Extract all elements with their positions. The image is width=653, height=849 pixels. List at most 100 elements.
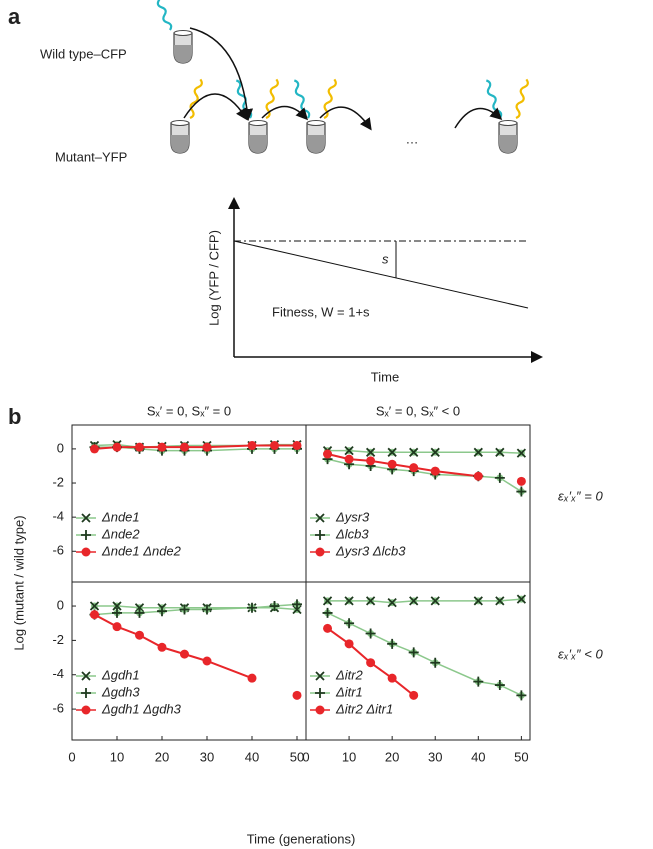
yfp-signal bbox=[512, 77, 530, 120]
yfp-signal bbox=[262, 77, 280, 120]
point bbox=[112, 601, 122, 611]
legend-label: Δnde2 bbox=[101, 526, 140, 541]
yfp-signal bbox=[320, 77, 338, 120]
y-tick-label: 0 bbox=[57, 597, 64, 612]
x-tick-label: 50 bbox=[290, 749, 304, 764]
series-line bbox=[94, 603, 298, 616]
x-tick-label: 0 bbox=[68, 749, 75, 764]
legend-label: Δnde1 bbox=[101, 509, 140, 524]
x-tick-label: 0 bbox=[302, 749, 309, 764]
tube bbox=[498, 119, 518, 154]
point bbox=[269, 601, 280, 612]
fitness-label: Fitness, W = 1+s bbox=[272, 304, 370, 319]
legend-label: Δitr2 bbox=[335, 667, 364, 682]
point bbox=[387, 459, 397, 469]
point bbox=[90, 444, 99, 454]
point bbox=[365, 596, 376, 606]
point bbox=[292, 599, 302, 610]
x-tick-label: 30 bbox=[200, 749, 214, 764]
point bbox=[430, 466, 440, 476]
panel-a: a Wild type–CFP Mutant–YFP … s Fitness, … bbox=[8, 0, 543, 384]
series-line bbox=[327, 612, 522, 697]
point bbox=[344, 618, 355, 629]
panel-label: b bbox=[8, 404, 21, 429]
point bbox=[494, 472, 505, 483]
row-annotation: εₓ′ₓ″ < 0 bbox=[558, 646, 603, 661]
x-tick-label: 40 bbox=[471, 749, 485, 764]
point bbox=[157, 442, 167, 452]
point bbox=[366, 456, 376, 466]
point bbox=[157, 642, 167, 652]
y-axis-title: Log (YFP / CFP) bbox=[206, 230, 221, 326]
point bbox=[292, 690, 302, 700]
arrow bbox=[319, 106, 372, 131]
point bbox=[344, 596, 354, 606]
point bbox=[344, 639, 354, 649]
mutant-label: Mutant–YFP bbox=[55, 149, 127, 164]
point bbox=[430, 596, 440, 606]
point bbox=[292, 604, 302, 615]
y-tick-label: -2 bbox=[52, 632, 64, 647]
point bbox=[430, 447, 440, 457]
point bbox=[157, 606, 167, 617]
point bbox=[516, 486, 527, 497]
point bbox=[292, 440, 302, 450]
point bbox=[408, 647, 419, 658]
point bbox=[323, 449, 333, 459]
y-tick-label: -4 bbox=[52, 666, 64, 681]
x-tick-label: 30 bbox=[428, 749, 442, 764]
y-tick-label: -4 bbox=[52, 509, 64, 524]
legend-marker bbox=[315, 513, 325, 523]
legend-label: Δitr1 bbox=[335, 684, 363, 699]
point bbox=[89, 601, 100, 611]
legend-label: Δysr3 bbox=[335, 509, 370, 524]
x-axis-title: Time bbox=[371, 369, 399, 384]
point bbox=[365, 628, 376, 639]
tube bbox=[170, 119, 190, 154]
point bbox=[344, 445, 354, 456]
point bbox=[202, 442, 212, 452]
point bbox=[112, 622, 122, 632]
point bbox=[365, 447, 376, 457]
x-tick-label: 20 bbox=[385, 749, 399, 764]
point bbox=[473, 596, 483, 606]
point bbox=[134, 603, 145, 613]
point bbox=[516, 476, 526, 486]
arrow bbox=[454, 107, 503, 129]
y-tick-label: -6 bbox=[52, 543, 64, 558]
legend-marker bbox=[315, 688, 325, 698]
point bbox=[270, 440, 279, 450]
point bbox=[247, 440, 257, 450]
point bbox=[112, 442, 122, 452]
legend-label: Δgdh1 Δgdh3 bbox=[101, 701, 182, 716]
row-annotation: εₓ′ₓ″ = 0 bbox=[558, 488, 603, 503]
x-tick-label: 10 bbox=[110, 749, 124, 764]
point bbox=[473, 447, 483, 457]
legend-label: Δgdh3 bbox=[101, 684, 140, 699]
series-line bbox=[327, 598, 522, 604]
s-label: s bbox=[382, 251, 389, 266]
point bbox=[322, 596, 333, 606]
point bbox=[409, 596, 419, 606]
point bbox=[344, 454, 354, 464]
legend-marker bbox=[81, 530, 91, 540]
point bbox=[473, 471, 483, 481]
cfp-signal bbox=[152, 0, 174, 32]
point bbox=[494, 680, 505, 691]
point bbox=[387, 597, 397, 608]
tube bbox=[248, 119, 268, 154]
series-line bbox=[95, 615, 298, 696]
x-tick-label: 50 bbox=[514, 749, 528, 764]
point bbox=[135, 630, 144, 640]
point bbox=[516, 690, 527, 701]
series-line bbox=[327, 458, 522, 493]
x-axis-title: Time (generations) bbox=[247, 831, 356, 846]
point bbox=[180, 442, 189, 452]
point bbox=[134, 607, 145, 618]
legend-marker bbox=[81, 688, 91, 698]
plot-frame bbox=[305, 581, 531, 741]
y-tick-label: -6 bbox=[52, 701, 64, 716]
legend-marker bbox=[81, 513, 91, 523]
y-tick-label: 0 bbox=[57, 440, 64, 455]
